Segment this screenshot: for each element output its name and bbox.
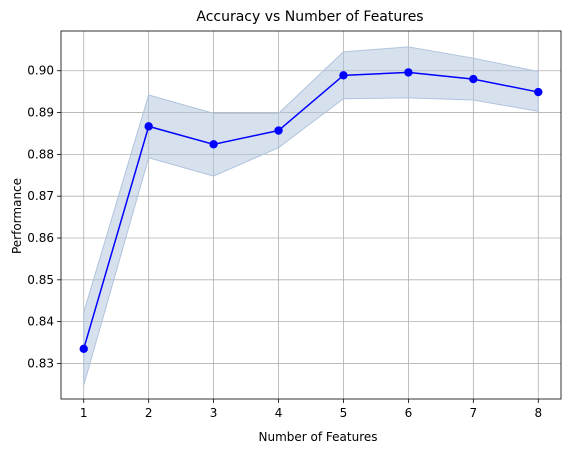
y-tick-label: 0.83 [27,356,54,370]
series-line-layer [83,71,539,350]
y-axis-ticks: 0.83 0.84 0.85 0.86 0.87 0.88 0.89 0.90 [27,64,61,370]
y-tick-label: 0.85 [27,273,54,287]
data-point [274,126,283,135]
y-tick-label: 0.88 [27,147,54,161]
y-axis-label: Performance [10,178,24,254]
chart-title: Accuracy vs Number of Features [196,9,423,25]
confidence-band-layer [83,46,539,386]
confidence-band [83,46,539,386]
x-axis-label: Number of Features [259,430,378,444]
data-point [79,344,88,354]
x-tick-label: 2 [145,406,153,420]
y-tick-label: 0.87 [27,189,54,203]
data-point [469,74,478,84]
axes-frame [60,30,562,400]
x-tick-label: 8 [534,406,542,420]
data-point-layer [79,68,543,354]
x-tick-label: 6 [405,406,413,420]
plot-frame [60,30,562,400]
y-tick-label: 0.84 [27,315,54,329]
data-point [339,71,348,80]
y-tick-label: 0.89 [27,106,54,120]
x-tick-label: 5 [340,406,348,420]
data-point [534,87,543,97]
x-tick-label: 7 [470,406,478,420]
x-tick-label: 4 [275,406,283,420]
x-tick-label: 3 [210,406,218,420]
data-point [404,68,413,77]
y-tick-label: 0.90 [27,64,54,78]
series-line [83,71,539,350]
x-axis-ticks: 1 2 3 4 5 6 7 8 [80,399,542,420]
x-tick-label: 1 [80,406,88,420]
data-point [209,140,218,149]
y-tick-label: 0.86 [27,231,54,245]
data-point [144,122,153,131]
